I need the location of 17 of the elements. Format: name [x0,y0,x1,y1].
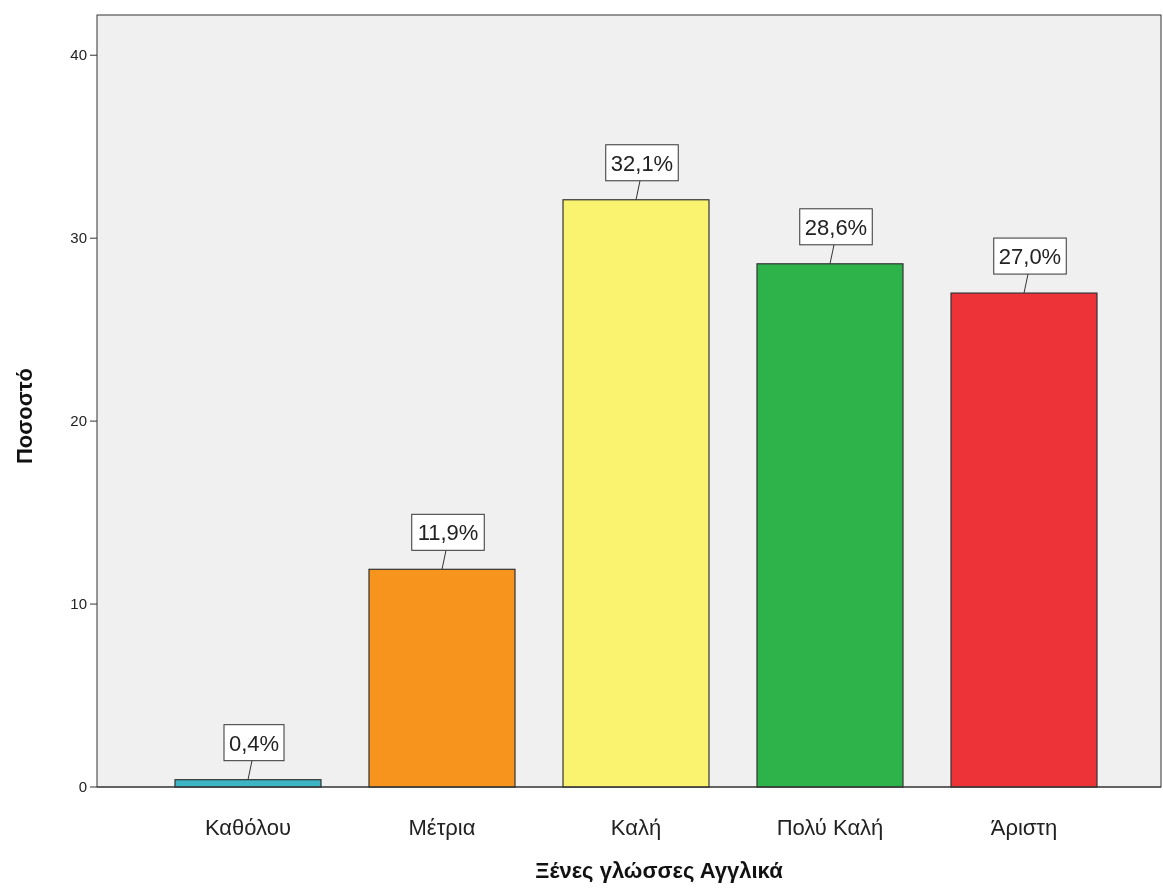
x-axis-title: Ξένες γλώσσες Αγγλικά [535,858,784,883]
data-label: 0,4% [228,730,280,756]
data-label: 28,6% [804,214,868,240]
data-label: 11,9% [417,520,479,546]
y-tick-label: 20 [70,412,87,430]
data-label: 32,1% [610,150,674,176]
data-label: 27,0% [998,243,1062,269]
x-tick-label: Καθόλου [204,815,292,840]
x-tick-label: Μέτρια [408,815,476,840]
y-tick-label: 40 [70,46,87,64]
x-tick-label: Καλή [610,815,662,840]
y-tick-label: 30 [70,229,87,247]
y-axis-title: Ποσοστό [12,367,37,465]
y-tick-label: 0 [78,778,87,796]
x-tick-label: Πολύ Καλή [776,815,884,840]
x-tick-label: Άριστη [990,815,1058,840]
y-tick-label: 10 [70,595,87,613]
